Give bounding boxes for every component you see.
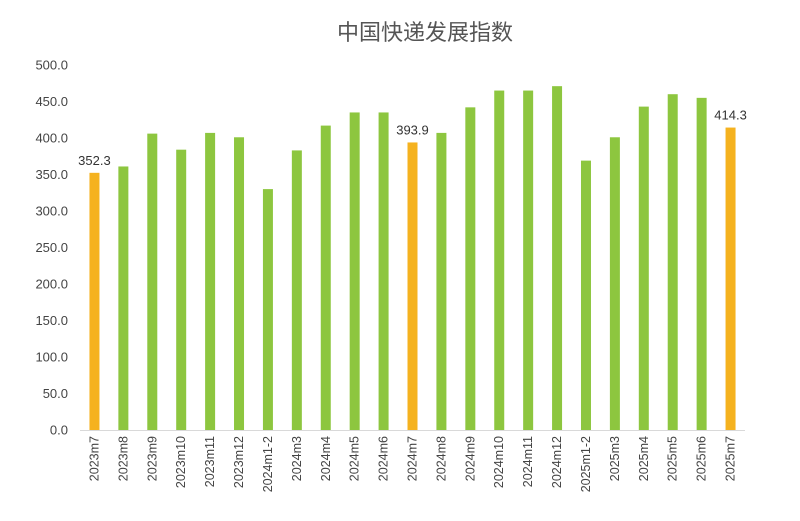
bar-2024m4 — [320, 125, 331, 430]
bar-2023m11 — [205, 132, 216, 430]
bar-2024m11 — [523, 90, 534, 431]
y-tick-label: 200.0 — [35, 277, 68, 292]
bar-2024m12 — [552, 86, 563, 431]
x-tick-label: 2024m9 — [463, 436, 477, 481]
bar-2024m10 — [494, 90, 505, 431]
x-tick-label: 2023m7 — [87, 436, 101, 481]
y-tick-label: 100.0 — [35, 350, 68, 365]
x-tick-label: 2024m4 — [319, 436, 333, 481]
chart-title: 中国快递发展指数 — [337, 21, 513, 46]
x-tick-label: 2023m10 — [174, 436, 188, 488]
bar-2023m9 — [147, 133, 158, 430]
y-tick-label: 400.0 — [35, 131, 68, 146]
bar-2025m6 — [696, 97, 707, 430]
x-tick-label: 2025m5 — [666, 436, 680, 481]
y-axis: 0.0 50.0 100.0 150.0 200.0 250.0 300.0 350.0 400… — [35, 58, 68, 438]
x-tick-label: 2024m1-2 — [261, 436, 275, 492]
bar-2023m7 — [89, 172, 100, 431]
bar-2024m9 — [465, 107, 476, 430]
x-tick-label: 2025m6 — [695, 436, 709, 481]
y-tick-label: 300.0 — [35, 204, 68, 219]
x-tick-label: 2023m8 — [116, 436, 130, 481]
data-label: 414.3 — [714, 108, 747, 123]
bar-2024m5 — [349, 112, 360, 430]
x-axis: 2023m7 2023m8 2023m9 2023m10 2023m11 2023m12 2… — [80, 430, 745, 492]
y-tick-label: 450.0 — [35, 94, 68, 109]
y-tick-label: 150.0 — [35, 313, 68, 328]
bar-2023m12 — [234, 137, 245, 430]
x-tick-label: 2024m6 — [377, 436, 391, 481]
x-tick-label: 2023m11 — [203, 436, 217, 487]
y-tick-label: 500.0 — [35, 58, 68, 73]
bar-2024m1-2 — [262, 189, 273, 430]
x-tick-label: 2024m12 — [550, 436, 564, 488]
y-tick-label: 250.0 — [35, 240, 68, 255]
bar-2025m1-2 — [580, 160, 591, 430]
bars — [89, 86, 736, 431]
bar-2024m8 — [436, 132, 447, 430]
data-label: 352.3 — [78, 153, 111, 168]
bar-2024m6 — [378, 112, 389, 430]
x-tick-label: 2025m4 — [637, 436, 651, 481]
x-tick-label: 2023m12 — [232, 436, 246, 488]
bar-2024m3 — [291, 150, 302, 430]
data-label: 393.9 — [396, 122, 429, 137]
bar-2025m3 — [609, 137, 620, 430]
y-tick-label: 50.0 — [43, 386, 68, 401]
bar-2025m7 — [725, 127, 736, 430]
bar-2023m8 — [118, 166, 129, 430]
bar-2025m4 — [638, 106, 649, 431]
x-tick-label: 2023m9 — [145, 436, 159, 481]
x-tick-label: 2024m3 — [290, 436, 304, 481]
bar-2024m7 — [407, 142, 418, 430]
x-tick-label: 2024m10 — [492, 436, 506, 488]
y-tick-label: 0.0 — [50, 423, 68, 438]
x-tick-label: 2024m7 — [406, 436, 420, 481]
x-tick-label: 2024m8 — [434, 436, 448, 481]
x-tick-label: 2025m7 — [724, 436, 738, 481]
x-tick-label: 2025m1-2 — [579, 436, 593, 492]
x-tick-label: 2025m3 — [608, 436, 622, 481]
y-tick-label: 350.0 — [35, 167, 68, 182]
data-labels: 352.3 393.9 414.3 — [78, 108, 747, 168]
bar-2025m5 — [667, 94, 678, 430]
x-tick-label: 2024m11 — [521, 436, 535, 487]
bar-2023m10 — [176, 149, 187, 430]
x-tick-label: 2024m5 — [348, 436, 362, 481]
